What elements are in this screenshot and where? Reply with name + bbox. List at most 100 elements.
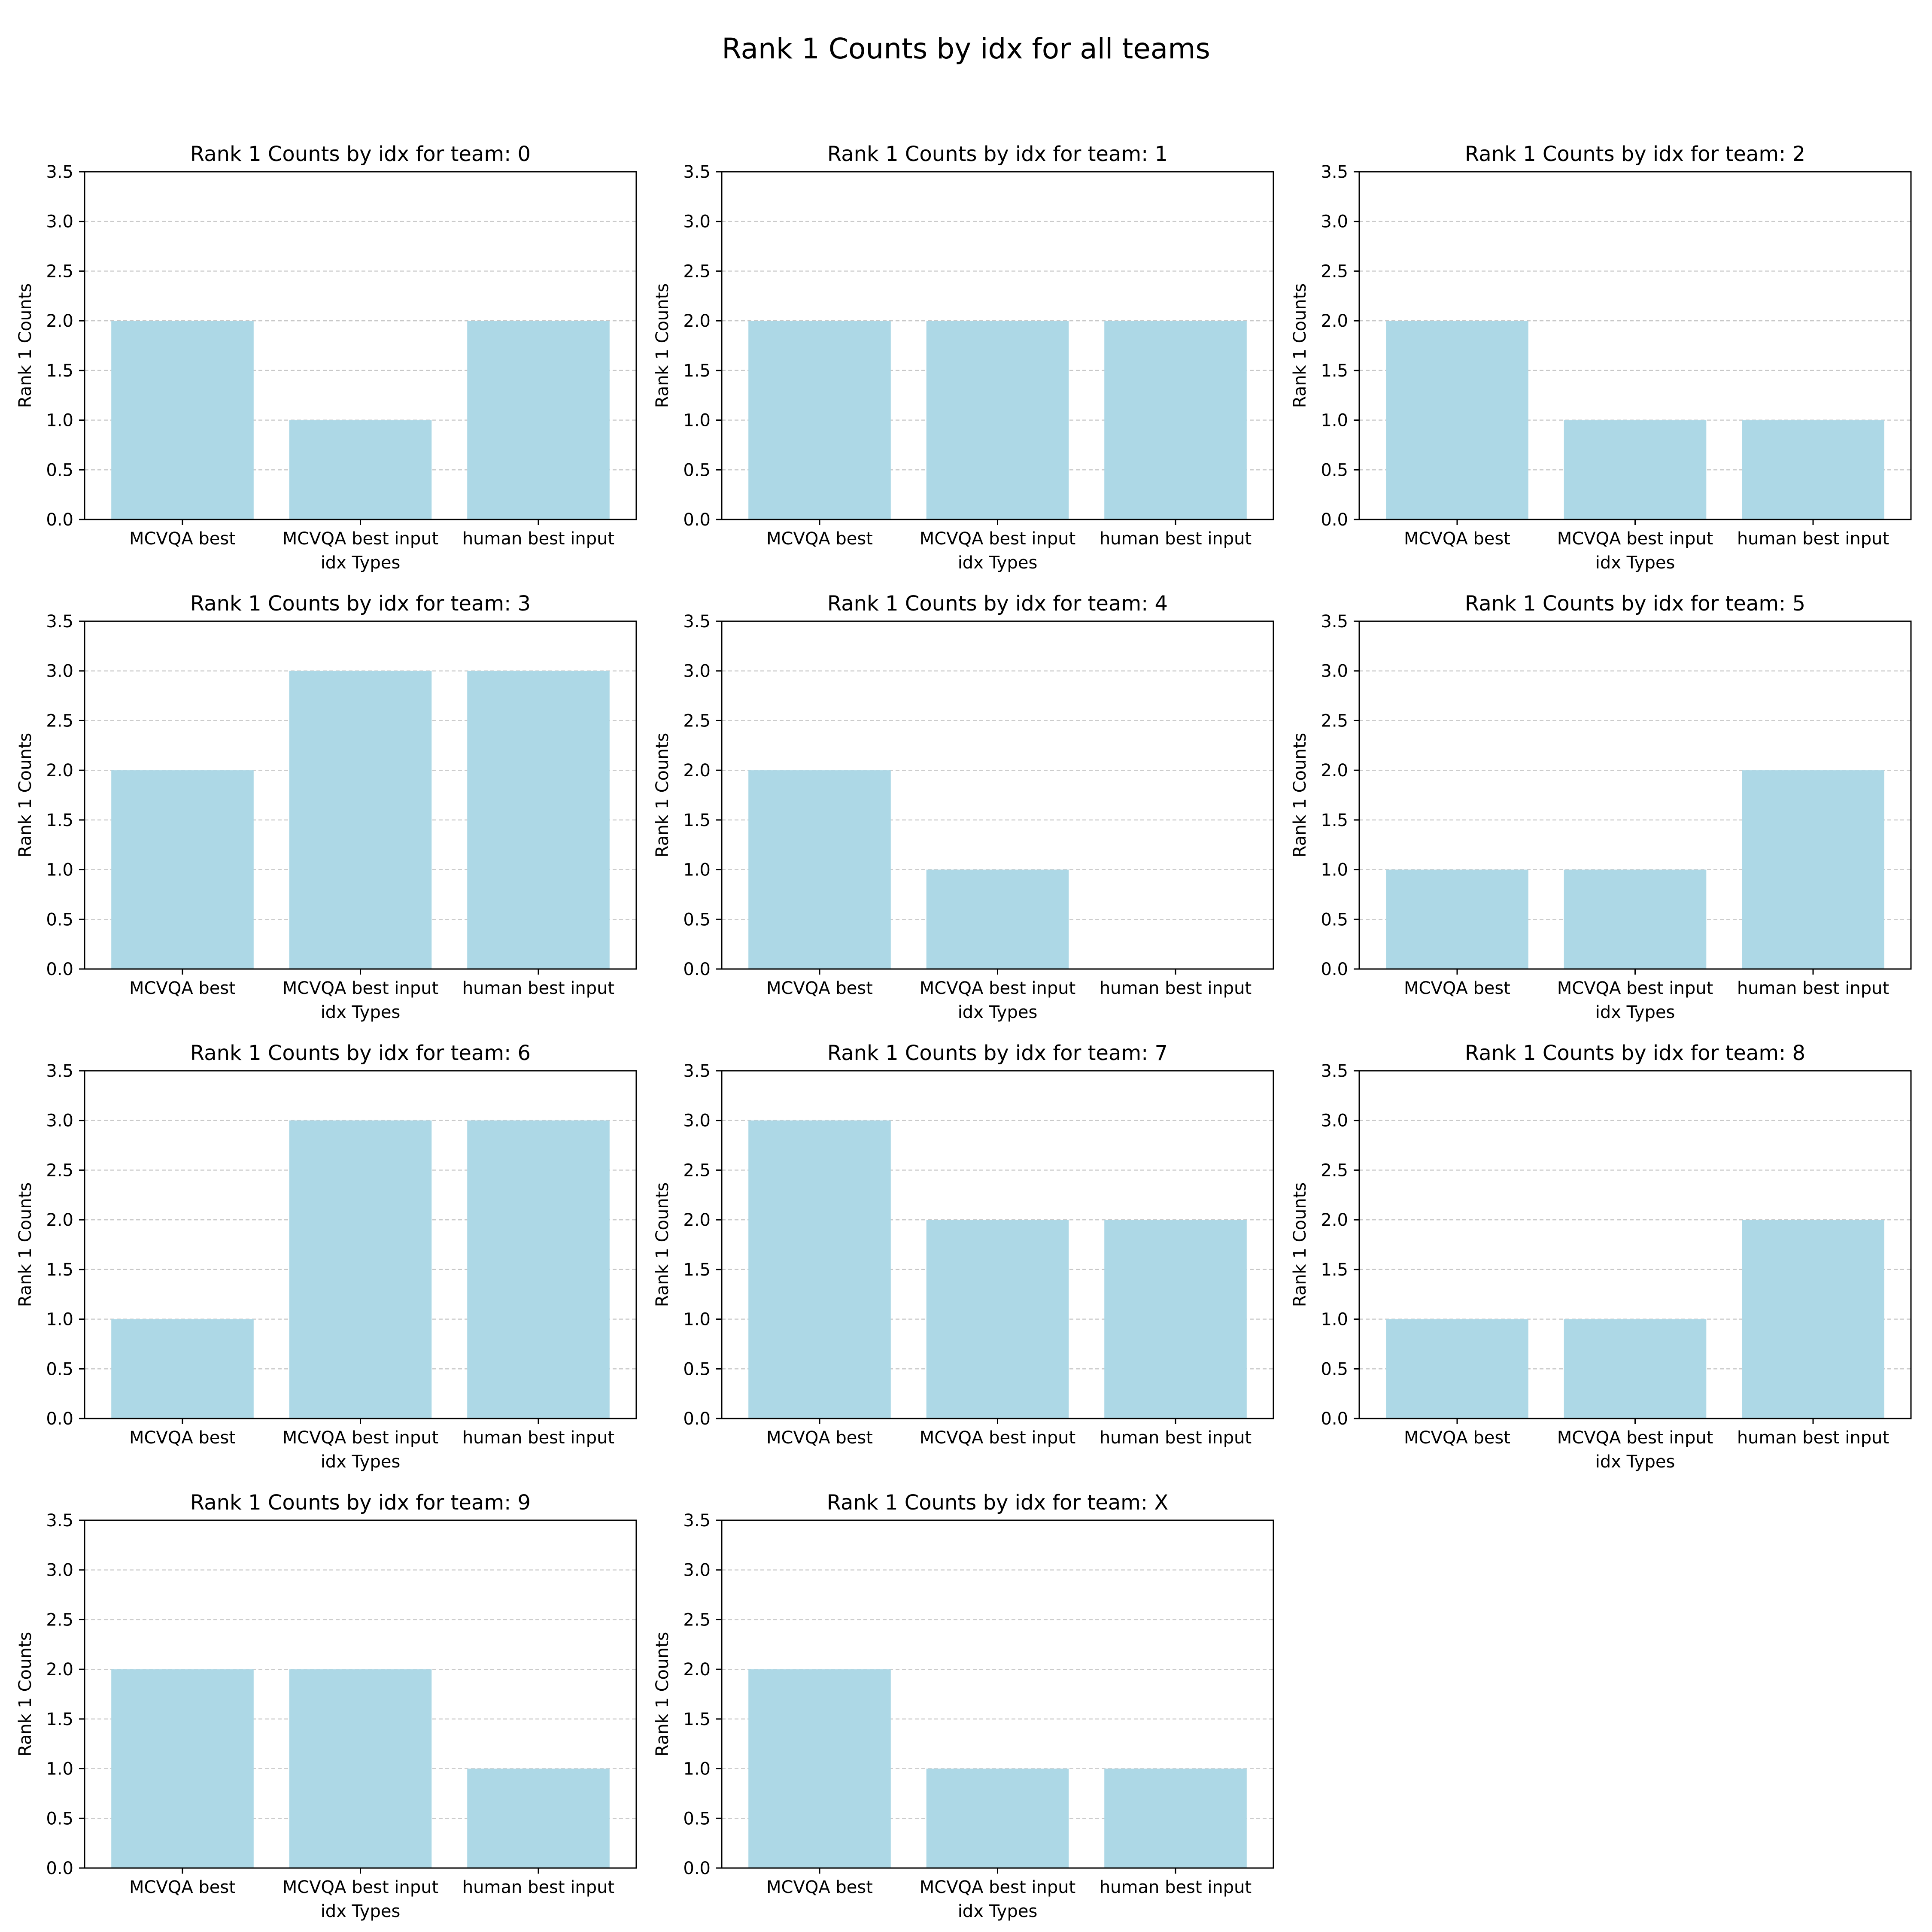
y-tick-label: 0.5 bbox=[1321, 460, 1348, 480]
y-tick-label: 1.0 bbox=[46, 860, 73, 880]
y-axis-label: Rank 1 Counts bbox=[653, 283, 672, 408]
subplot-title: Rank 1 Counts by idx for team: X bbox=[827, 1491, 1169, 1515]
y-tick-label: 0.5 bbox=[683, 910, 711, 930]
y-tick-label: 1.0 bbox=[1321, 411, 1348, 431]
bar-2 bbox=[467, 671, 610, 969]
y-axis-label: Rank 1 Counts bbox=[1290, 1182, 1310, 1307]
y-tick-label: 1.0 bbox=[683, 860, 711, 880]
x-axis-label: idx Types bbox=[321, 1002, 401, 1022]
bar-1 bbox=[926, 1220, 1069, 1419]
y-tick-label: 2.5 bbox=[46, 1610, 73, 1630]
x-tick-label: MCVQA best input bbox=[283, 1877, 439, 1897]
x-tick-label: human best input bbox=[1737, 529, 1889, 549]
x-tick-label: human best input bbox=[1100, 1428, 1252, 1448]
y-tick-label: 3.5 bbox=[1321, 1061, 1348, 1081]
subplot-0: 0.0 0.5 1.0 1.5 2.0 2.5 3.0 3.5 MCVQA best MCVQA … bbox=[15, 142, 637, 573]
bar-0 bbox=[1386, 1319, 1528, 1419]
subplot-6: 0.0 0.5 1.0 1.5 2.0 2.5 3.0 3.5 MCVQA best MCVQA … bbox=[15, 1041, 637, 1472]
y-tick-label: 3.0 bbox=[1321, 1111, 1348, 1131]
subplot-title: Rank 1 Counts by idx for team: 1 bbox=[827, 142, 1168, 166]
y-tick-label: 2.0 bbox=[46, 1660, 73, 1680]
y-tick-label: 1.5 bbox=[683, 1260, 711, 1280]
y-tick-label: 2.0 bbox=[46, 1210, 73, 1230]
bar-0 bbox=[748, 1120, 891, 1419]
y-tick-label: 0.0 bbox=[683, 510, 711, 530]
x-axis-label: idx Types bbox=[321, 1452, 401, 1472]
bar-2 bbox=[1104, 1768, 1247, 1868]
y-tick-label: 3.5 bbox=[683, 162, 711, 182]
x-axis-label: idx Types bbox=[1595, 1452, 1675, 1472]
bar-2 bbox=[1742, 770, 1884, 969]
y-tick-label: 0.5 bbox=[683, 1809, 711, 1829]
x-tick-label: MCVQA best bbox=[766, 529, 873, 549]
y-tick-label: 2.0 bbox=[46, 761, 73, 781]
x-tick-label: MCVQA best input bbox=[283, 1428, 439, 1448]
y-tick-label: 1.5 bbox=[1321, 361, 1348, 381]
bar-2 bbox=[1742, 420, 1884, 519]
y-tick-label: 3.5 bbox=[683, 1061, 711, 1081]
x-tick-label: MCVQA best input bbox=[920, 529, 1076, 549]
x-axis-label: idx Types bbox=[958, 1902, 1038, 1921]
x-tick-label: human best input bbox=[462, 978, 614, 998]
y-tick-label: 2.0 bbox=[683, 761, 711, 781]
y-axis-label: Rank 1 Counts bbox=[653, 1632, 672, 1756]
y-axis-label: Rank 1 Counts bbox=[653, 1182, 672, 1307]
x-axis-label: idx Types bbox=[958, 553, 1038, 573]
subplot-title: Rank 1 Counts by idx for team: 5 bbox=[1465, 592, 1805, 616]
y-tick-label: 2.5 bbox=[683, 1610, 711, 1630]
y-tick-label: 2.0 bbox=[1321, 311, 1348, 331]
x-tick-label: MCVQA best input bbox=[920, 1877, 1076, 1897]
bar-1 bbox=[289, 420, 432, 519]
subplot-title: Rank 1 Counts by idx for team: 3 bbox=[190, 592, 531, 616]
y-tick-label: 1.5 bbox=[46, 1260, 73, 1280]
y-tick-label: 0.0 bbox=[1321, 1409, 1348, 1429]
subplot-title: Rank 1 Counts by idx for team: 7 bbox=[827, 1041, 1168, 1065]
y-tick-label: 0.5 bbox=[46, 1359, 73, 1379]
y-tick-label: 0.5 bbox=[683, 1359, 711, 1379]
y-tick-label: 3.0 bbox=[683, 1561, 711, 1580]
subplot-2: 0.0 0.5 1.0 1.5 2.0 2.5 3.0 3.5 MCVQA best MCVQA … bbox=[1290, 142, 1912, 573]
bar-0 bbox=[748, 321, 891, 519]
subplot-8: 0.0 0.5 1.0 1.5 2.0 2.5 3.0 3.5 MCVQA best MCVQA … bbox=[1290, 1041, 1912, 1472]
subplot-title: Rank 1 Counts by idx for team: 6 bbox=[190, 1041, 531, 1065]
x-axis-label: idx Types bbox=[1595, 1002, 1675, 1022]
x-axis-label: idx Types bbox=[321, 553, 401, 573]
x-tick-label: MCVQA best input bbox=[1557, 1428, 1713, 1448]
y-tick-label: 1.5 bbox=[46, 1710, 73, 1729]
y-tick-label: 2.0 bbox=[46, 311, 73, 331]
bar-1 bbox=[926, 321, 1069, 519]
y-tick-label: 1.5 bbox=[683, 1710, 711, 1729]
y-tick-label: 3.5 bbox=[46, 1511, 73, 1531]
bar-0 bbox=[1386, 321, 1528, 519]
bar-1 bbox=[1564, 1319, 1707, 1419]
bar-0 bbox=[111, 770, 254, 969]
x-tick-label: human best input bbox=[1737, 978, 1889, 998]
x-tick-label: MCVQA best bbox=[129, 529, 236, 549]
bar-1 bbox=[289, 671, 432, 969]
y-tick-label: 2.5 bbox=[1321, 261, 1348, 281]
bar-1 bbox=[289, 1120, 432, 1419]
y-tick-label: 3.5 bbox=[46, 1061, 73, 1081]
bar-1 bbox=[1564, 869, 1707, 969]
y-tick-label: 1.5 bbox=[683, 361, 711, 381]
subplot-1: 0.0 0.5 1.0 1.5 2.0 2.5 3.0 3.5 MCVQA best MCVQA … bbox=[653, 142, 1274, 573]
y-tick-label: 1.0 bbox=[683, 1310, 711, 1330]
x-tick-label: human best input bbox=[1100, 529, 1252, 549]
y-tick-label: 3.0 bbox=[683, 212, 711, 232]
y-tick-label: 1.5 bbox=[1321, 811, 1348, 830]
x-tick-label: MCVQA best bbox=[1404, 978, 1510, 998]
x-tick-label: MCVQA best bbox=[129, 1428, 236, 1448]
y-tick-label: 0.5 bbox=[46, 910, 73, 930]
y-tick-label: 3.5 bbox=[1321, 612, 1348, 632]
y-tick-label: 3.5 bbox=[1321, 162, 1348, 182]
x-tick-label: MCVQA best bbox=[129, 978, 236, 998]
x-tick-label: MCVQA best bbox=[1404, 529, 1510, 549]
y-tick-label: 3.0 bbox=[683, 662, 711, 681]
y-tick-label: 1.5 bbox=[46, 811, 73, 830]
x-tick-label: human best input bbox=[1737, 1428, 1889, 1448]
y-tick-label: 2.0 bbox=[1321, 761, 1348, 781]
y-tick-label: 1.0 bbox=[46, 1759, 73, 1779]
y-tick-label: 3.0 bbox=[46, 212, 73, 232]
y-tick-label: 0.0 bbox=[46, 1859, 73, 1878]
